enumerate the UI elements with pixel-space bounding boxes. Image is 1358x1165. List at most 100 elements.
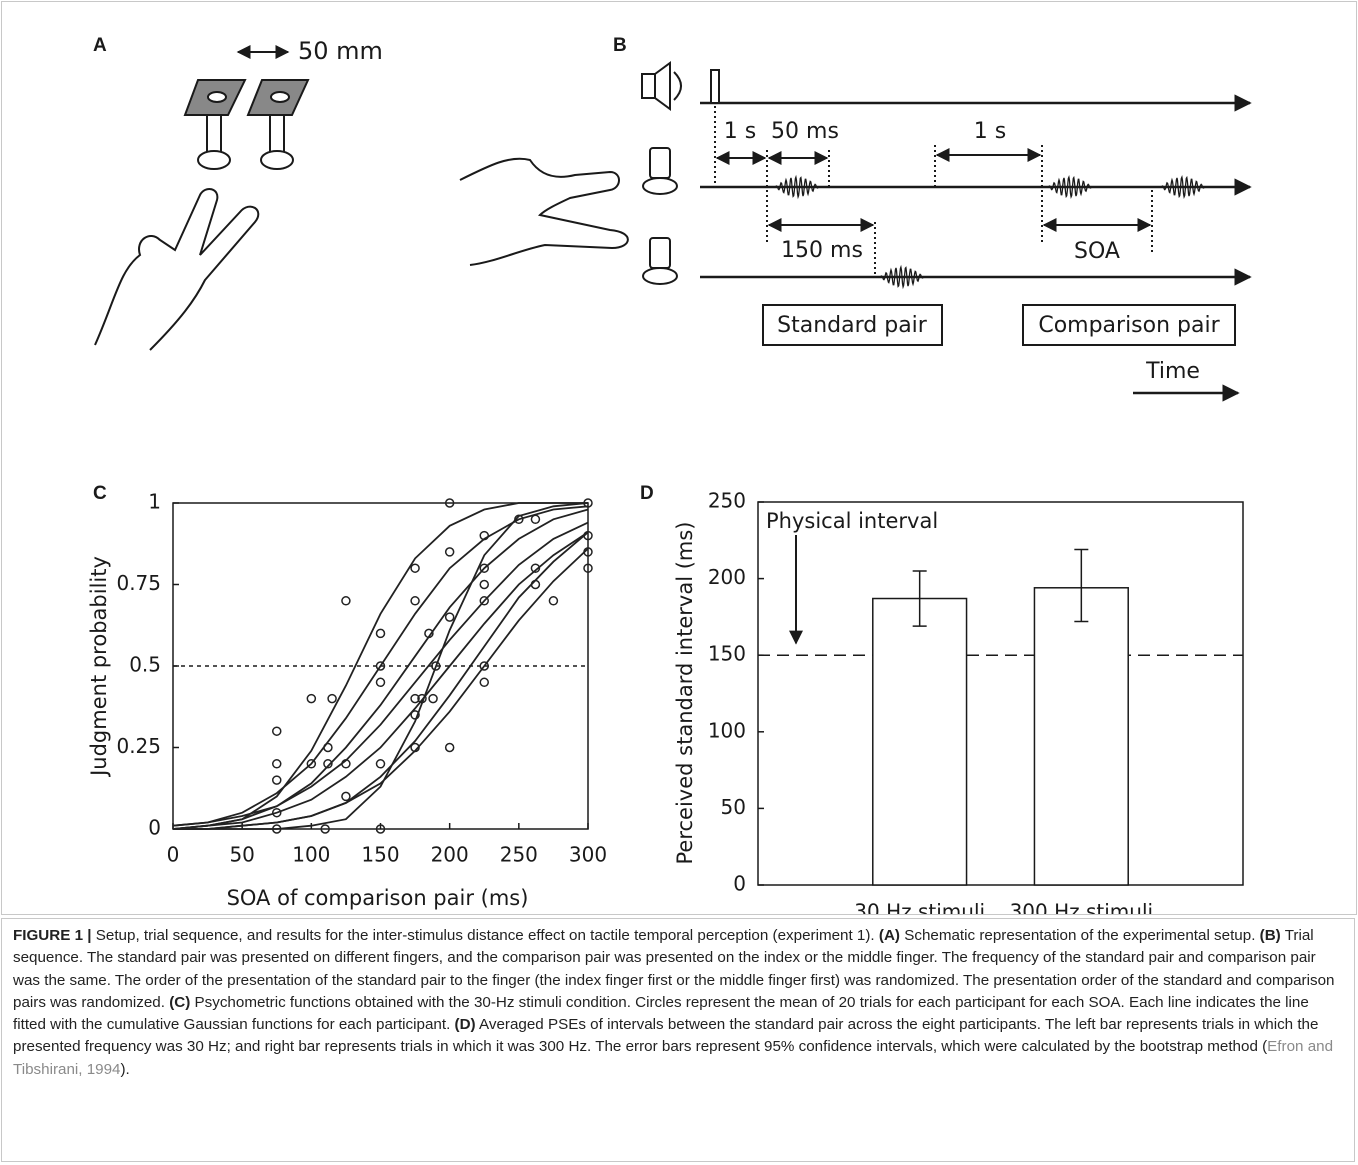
fit-line xyxy=(172,505,589,827)
time-label: Time xyxy=(1145,359,1200,384)
fit-line xyxy=(173,531,589,830)
caption-text: Setup, trial sequence, and results for t… xyxy=(95,927,875,944)
y-tick-label: 0.25 xyxy=(116,734,161,758)
vibration-burst xyxy=(879,264,925,290)
data-point xyxy=(428,693,438,704)
vibration-burst xyxy=(774,174,820,200)
vibration-burst xyxy=(1160,175,1206,199)
caption-label: FIGURE 1 | xyxy=(13,927,92,944)
data-point xyxy=(323,742,333,753)
data-point xyxy=(479,661,489,671)
interval-label: SOA xyxy=(1074,239,1120,264)
x-tick-label: 300 xyxy=(569,843,607,867)
post xyxy=(206,114,222,154)
figure: A 50 mm B xyxy=(87,35,1252,915)
data-point xyxy=(341,596,351,606)
y-tick-label: 0 xyxy=(733,872,746,896)
x-tick-label: 30 Hz stimuli xyxy=(854,900,985,915)
distance-label: 50 mm xyxy=(298,37,383,65)
caption-text: Schematic representation of the experime… xyxy=(904,927,1256,944)
data-point xyxy=(306,693,317,704)
x-tick-label: 250 xyxy=(500,843,538,867)
data-point xyxy=(530,579,541,590)
data-point xyxy=(375,661,386,671)
markers xyxy=(714,106,1153,277)
data-point xyxy=(479,530,489,541)
x-tick-label: 300 Hz stimuli xyxy=(1010,900,1154,915)
data-point xyxy=(410,563,420,573)
pair-box xyxy=(1022,304,1236,346)
bar xyxy=(1033,587,1129,886)
data-point xyxy=(410,693,420,704)
fit-line xyxy=(173,547,589,830)
data-point xyxy=(424,628,434,639)
vibrator xyxy=(649,147,671,179)
vibrator-base xyxy=(642,177,678,195)
data-point xyxy=(479,596,489,606)
labels: 1 s 50 ms 1 s 150 ms SOA xyxy=(724,119,1120,264)
y-tick-label: 150 xyxy=(708,642,746,666)
interval-label: 1 s xyxy=(974,119,1006,144)
panel-a: A 50 mm xyxy=(93,35,383,351)
error-bar xyxy=(1074,548,1089,623)
caption-text: ). xyxy=(120,1060,130,1078)
vibrator xyxy=(649,237,671,269)
x-tick-label: 50 xyxy=(229,843,254,867)
caption-panel: (A) xyxy=(878,927,900,944)
panel-letter: C xyxy=(93,483,107,504)
x-tick-label: 200 xyxy=(431,843,469,867)
data-point xyxy=(583,530,593,541)
vibration-burst xyxy=(1047,175,1093,199)
data-point xyxy=(583,498,593,508)
speaker xyxy=(654,61,671,111)
data-point xyxy=(272,807,282,818)
pair-box xyxy=(762,304,943,346)
y-tick-label: 1 xyxy=(148,490,161,514)
caption-panel: (B) xyxy=(1259,927,1281,944)
chart-scatter: C 0 0.25 0.5 0.75 1 Judgment probability 0 50 100… xyxy=(87,483,607,910)
y-tick-label: 100 xyxy=(708,718,746,742)
citation[interactable]: Efron and Tibshirani, 1994 xyxy=(13,1038,1334,1078)
x-tick-label: 0 xyxy=(167,843,180,867)
pair-label: Comparison pair xyxy=(1038,313,1220,338)
data-point xyxy=(320,824,330,834)
sound-pulse xyxy=(710,69,720,104)
data-point xyxy=(272,759,282,769)
y-tick-label: 250 xyxy=(708,489,746,513)
figure-frame xyxy=(1,1,1357,915)
data-point xyxy=(375,677,386,688)
y-tick-label: 0 xyxy=(148,816,161,840)
fit-line xyxy=(172,521,589,827)
panel-letter: B xyxy=(613,35,627,56)
data-point xyxy=(375,824,386,834)
post xyxy=(269,114,285,154)
panel-letter: A xyxy=(93,35,107,56)
x-tick-label: 150 xyxy=(361,843,399,867)
y-axis-label: Judgment probability xyxy=(87,556,111,778)
y-tick-label: 50 xyxy=(721,795,746,819)
data-point xyxy=(444,547,455,557)
data-point xyxy=(341,759,351,769)
pair-label: Standard pair xyxy=(777,313,928,338)
data-point xyxy=(530,514,541,525)
caption-panel: (D) xyxy=(454,1016,476,1034)
data-point xyxy=(548,596,559,606)
fit-line xyxy=(172,508,589,830)
data-point xyxy=(323,759,333,769)
data-point xyxy=(410,742,420,753)
y-axis-label: Perceived standard interval (ms) xyxy=(673,521,697,864)
data-point xyxy=(444,498,455,508)
x-tick-label: 100 xyxy=(292,843,330,867)
data-point xyxy=(479,579,489,590)
x-axis-label: SOA of comparison pair (ms) xyxy=(227,886,529,910)
error-bar xyxy=(912,570,927,627)
speaker-wave xyxy=(673,71,682,101)
data-point xyxy=(410,596,420,606)
speaker xyxy=(641,73,656,99)
panel-letter: D xyxy=(640,483,654,504)
data-point xyxy=(341,791,351,802)
caption-text: Psychometric functions obtained with the… xyxy=(13,993,1309,1034)
hand xyxy=(94,188,260,351)
caption: FIGURE 1 | Setup, trial sequence, and re… xyxy=(1,918,1355,1162)
